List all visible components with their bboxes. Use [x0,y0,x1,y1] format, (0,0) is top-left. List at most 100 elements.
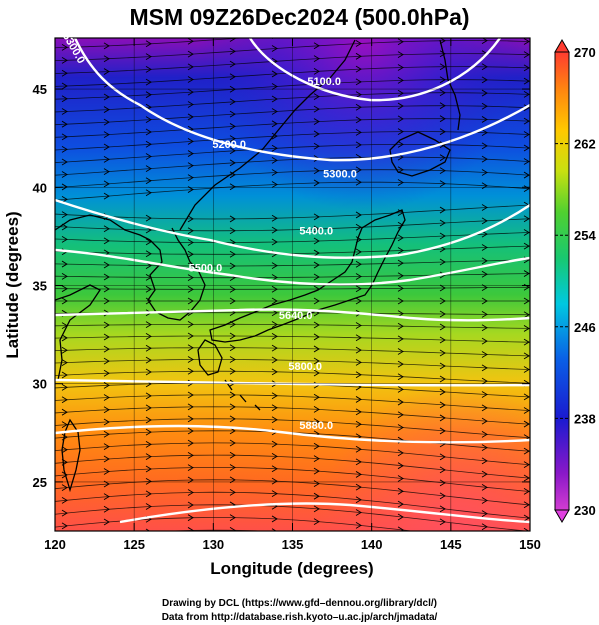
wind-arrow [103,261,110,269]
colorbar-tick-label: 238 [574,411,596,426]
wind-arrow [481,270,488,278]
wind-arrow [481,523,488,531]
wind-arrow [271,465,278,473]
wind-arrow [313,167,320,175]
wind-arrow [481,324,488,332]
streamline [45,15,549,36]
wind-arrow [439,219,446,227]
streamline [55,347,530,357]
wind-arrow [481,431,488,438]
wind-arrow [145,189,152,197]
wind-arrow [355,471,362,478]
wind-arrow [229,403,236,411]
wind-arrow [481,217,488,225]
wind-arrow [523,352,530,360]
wind-arrow [271,45,278,52]
wind-arrow [271,452,278,460]
wind-arrow [355,509,362,516]
wind-arrow [187,427,194,435]
wind-arrow [271,440,278,448]
wind-arrow [271,297,278,305]
wind-arrow [481,182,488,190]
wind-arrow [61,56,68,64]
wind-arrow [271,144,278,152]
wind-arrow [271,490,278,498]
wind-arrow [271,274,278,281]
streamline [55,358,530,370]
wind-arrow [440,558,445,564]
wind-arrow [145,404,152,412]
wind-arrow [103,118,110,126]
wind-arrow [103,55,110,63]
wind-arrow [313,213,320,221]
streamline [55,105,530,126]
streamline [55,245,530,255]
wind-arrow [61,146,68,153]
wind-arrow [523,171,530,179]
china-coast [55,214,151,241]
wind-arrow [481,483,488,491]
wind-arrow [271,332,278,340]
streamline [55,40,530,62]
colorbar: 270 262 254 246 238 230 [554,39,596,523]
wind-arrow [313,321,320,329]
wind-arrow [355,334,362,342]
wind-arrow [271,262,278,270]
wind-arrow [271,368,278,376]
wind-arrow [187,250,194,258]
wind-arrow [271,132,278,140]
wind-arrow [355,359,362,366]
wind-arrow [523,297,530,305]
wind-arrow [271,95,278,103]
wind-arrow [313,467,320,475]
wind-arrow [145,503,152,510]
wind-arrow [61,171,68,178]
streamline [55,79,530,100]
streamline [55,504,530,531]
wind-arrow [103,180,110,188]
wind-arrow [397,398,404,406]
wind-arrow [229,356,236,363]
streamline [55,259,530,267]
wind-arrow [145,416,152,424]
wind-arrow [397,285,404,292]
wind-arrow [313,393,320,401]
wind-arrow [313,357,320,365]
wind-arrow [397,310,404,317]
wind-arrow [481,510,488,518]
wind-arrow [439,180,446,188]
contour-line [55,308,530,322]
x-axis-label: Longitude (degrees) [210,559,373,578]
wind-arrow [481,257,488,265]
wind-arrow [146,542,151,548]
wind-arrow [61,484,68,491]
wind-arrow [145,40,152,48]
wind-arrow [355,273,362,280]
taiwan-coast [61,418,81,493]
plot-area [45,15,549,564]
colorbar-tick-label: 270 [574,45,596,60]
wind-arrow [103,155,110,163]
wind-arrow [145,392,152,400]
wind-arrow [271,120,278,128]
streamline [55,323,530,329]
wind-arrow [187,239,194,246]
wind-arrow [439,245,446,253]
wind-arrow [103,273,110,281]
wind-arrow [397,115,404,123]
x-tick-label: 130 [202,537,224,552]
wind-arrow [145,333,152,340]
wind-arrow [356,28,361,34]
wind-arrow [187,415,194,423]
wind-arrow [481,102,488,110]
wind-arrow [103,106,110,113]
wind-arrow [313,225,320,233]
streamline [55,273,530,279]
wind-arrow [523,393,530,401]
wind-arrow [355,166,362,174]
wind-arrow [481,391,488,398]
wind-arrow [187,332,194,340]
contour-line [119,502,530,524]
wind-arrow [61,44,68,51]
shandong-coast [55,284,101,381]
